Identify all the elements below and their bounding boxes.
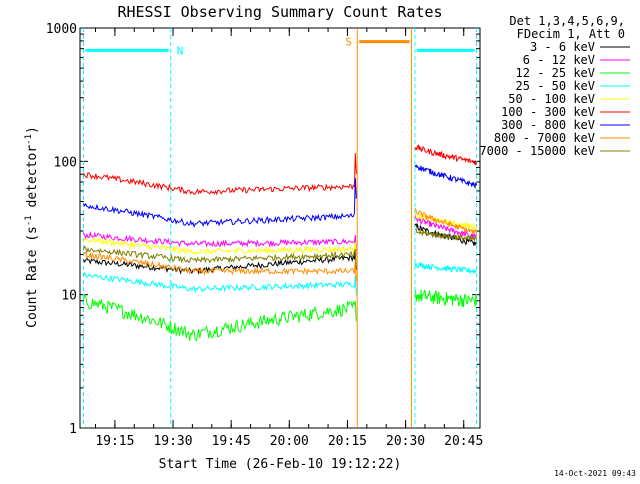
legend-label: 3 - 6 keV (530, 40, 595, 54)
series-line (83, 153, 357, 196)
x-tick-label: 20:00 (270, 434, 309, 449)
series-line (83, 248, 357, 275)
plot-frame (79, 27, 481, 429)
plot-area: 19:15 19:30 19:45 20:00 20:15 20:30 20:45 1 10 10… (46, 22, 484, 449)
series-line (83, 251, 357, 282)
legend-label: 50 - 100 keV (508, 92, 595, 106)
legend-label: 7000 - 15000 keV (479, 144, 595, 158)
footer-date: 14-Oct-2021 09:43 (554, 469, 636, 478)
x-tick-label: 20:45 (444, 434, 483, 449)
x-tick-label: 19:15 (95, 434, 134, 449)
series-line (414, 164, 477, 189)
series-line (414, 262, 477, 275)
y-tick-label: 10 (61, 289, 77, 304)
y-tick-label: 1000 (46, 22, 77, 37)
legend-label: 100 - 300 keV (501, 105, 595, 119)
series-line (414, 207, 477, 236)
legend-label: 25 - 50 keV (516, 79, 595, 93)
series-line (83, 245, 357, 270)
series-line (414, 289, 477, 308)
y-axis-label-sup1: -1 (24, 215, 34, 226)
chart-title: RHESSI Observing Summary Count Rates (117, 3, 442, 21)
series-line (83, 271, 357, 296)
y-tick-label: 100 (54, 155, 77, 170)
x-axis-label: Start Time (26-Feb-10 19:12:22) (159, 457, 402, 472)
legend-header-line2: FDecim 1, Att 0 (517, 27, 625, 41)
y-axis-label-start: Count Rate (s (25, 226, 40, 328)
legend-label: 300 - 800 keV (501, 118, 595, 132)
series-line (414, 228, 477, 243)
annotation-label: S (345, 36, 352, 49)
legend-label: 12 - 25 keV (516, 66, 595, 80)
annotation-label: N (177, 44, 184, 57)
x-tick-label: 20:15 (328, 434, 367, 449)
y-axis-label-end: ) (25, 126, 40, 134)
y-axis-label: Count Rate (s-1 detector-1) (24, 126, 40, 328)
x-tick-label: 20:30 (386, 434, 425, 449)
y-axis-label-mid: detector (25, 145, 40, 216)
legend-label: 6 - 12 keV (523, 53, 595, 67)
series-line (83, 293, 357, 342)
legend-label: 800 - 7000 keV (494, 131, 595, 145)
series-line (83, 231, 357, 256)
series-line (414, 213, 477, 239)
series-line (83, 177, 357, 229)
series-line (83, 236, 357, 263)
y-axis-label-sup2: -1 (24, 134, 34, 145)
x-tick-label: 19:45 (212, 434, 251, 449)
y-tick-label: 1 (69, 422, 77, 437)
x-tick-label: 19:30 (153, 434, 192, 449)
legend-header-line1: Det 1,3,4,5,6,9, (509, 14, 625, 28)
series-line (414, 144, 477, 166)
